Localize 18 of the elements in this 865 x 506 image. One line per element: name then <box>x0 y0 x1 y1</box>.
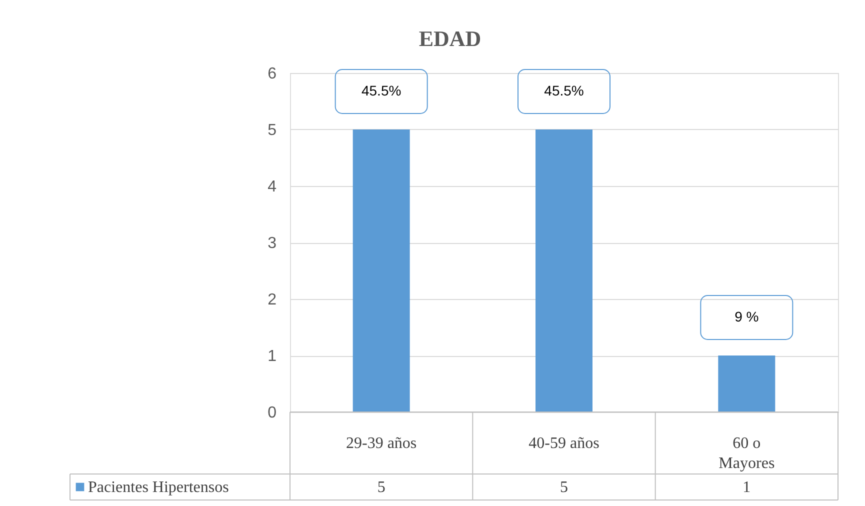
annotation: 9 % <box>734 308 759 324</box>
annotation: 45.5% <box>544 82 584 98</box>
x-tick-label: 29-39 años <box>346 435 417 452</box>
y-tick-label: 6 <box>268 66 277 82</box>
data-label: 1 <box>742 479 751 496</box>
y-tick-label: 3 <box>268 235 277 252</box>
y-tick-label: 5 <box>268 122 277 139</box>
y-tick-label: 2 <box>268 292 277 308</box>
y-tick-label: 4 <box>268 178 277 196</box>
data-label: 5 <box>560 479 568 496</box>
x-tick-label: 60 o Mayores <box>718 435 775 472</box>
data-label: 5 <box>377 479 386 496</box>
legend-label: Pacientes Hipertensos <box>88 479 229 496</box>
chart-title: EDAD <box>418 26 482 51</box>
y-tick-label: 1 <box>268 348 277 365</box>
annotation: 45.5% <box>361 82 402 98</box>
y-tick-label: 0 <box>268 404 277 422</box>
x-tick-label: 40-59 años <box>528 435 600 452</box>
